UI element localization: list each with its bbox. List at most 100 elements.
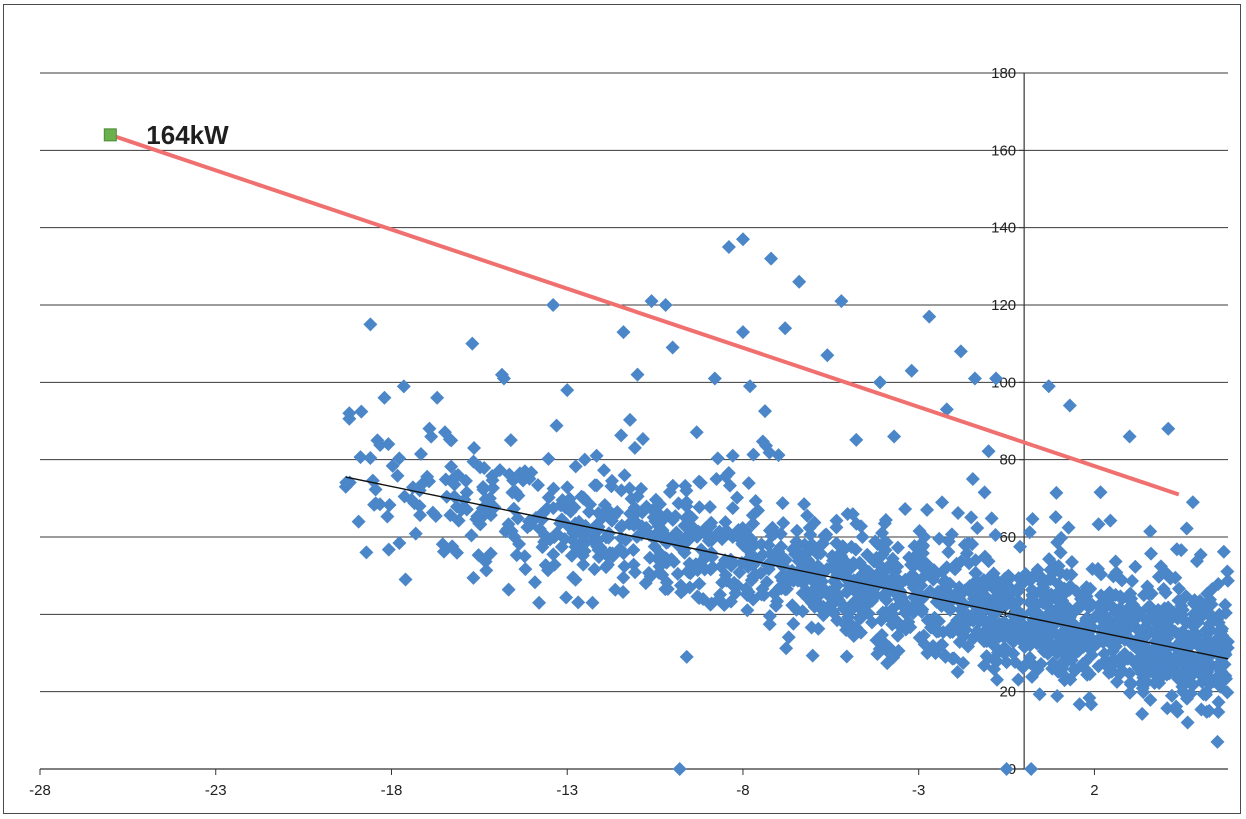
data-point [1084, 648, 1099, 663]
data-point [571, 595, 586, 610]
data-point [600, 557, 615, 572]
data-point [541, 451, 556, 466]
data-point [500, 522, 515, 537]
data-point [1216, 544, 1231, 559]
data-point [662, 484, 677, 499]
data-point [917, 637, 932, 652]
data-point [877, 570, 892, 585]
data-point [1017, 574, 1032, 589]
data-point [739, 581, 754, 596]
data-point [1175, 655, 1190, 670]
data-point [820, 348, 835, 363]
data-point [671, 496, 686, 511]
data-point [1024, 582, 1039, 597]
data-point [1203, 592, 1218, 607]
data-point [1174, 543, 1189, 558]
data-point [1155, 627, 1170, 642]
data-point [779, 641, 794, 656]
data-point [877, 516, 892, 531]
data-point [1155, 609, 1170, 624]
data-point [934, 598, 949, 613]
data-point [882, 640, 897, 655]
data-point [465, 336, 480, 351]
data-point [546, 547, 561, 562]
data-point [1017, 640, 1032, 655]
data-point [781, 630, 796, 645]
data-point [604, 479, 619, 494]
data-point [444, 459, 459, 474]
data-point [413, 508, 428, 523]
data-point [1094, 596, 1109, 611]
data-point [800, 508, 815, 523]
data-point [807, 590, 822, 605]
data-point [618, 533, 633, 548]
data-point [626, 543, 641, 558]
trend-line [345, 476, 1229, 660]
data-point [622, 481, 637, 496]
data-point [1081, 600, 1096, 615]
data-point [762, 445, 777, 460]
data-point [904, 363, 919, 378]
data-point [1135, 681, 1150, 696]
data-point [839, 649, 854, 664]
data-point [844, 539, 859, 554]
data-point [628, 565, 643, 580]
data-point [392, 535, 407, 550]
axes: -28-23-18-13-8-3202040608010012014016018… [29, 65, 1228, 799]
data-point [977, 485, 992, 500]
data-point [1183, 686, 1198, 701]
data-point [1079, 580, 1094, 595]
data-point [1147, 676, 1162, 691]
data-point [1167, 606, 1182, 621]
data-point [635, 431, 650, 446]
data-point [1128, 559, 1143, 574]
data-point [894, 594, 909, 609]
data-point [1185, 676, 1200, 691]
data-point [351, 514, 366, 529]
data-point [721, 465, 736, 480]
data-point [1040, 633, 1055, 648]
data-point [880, 656, 895, 671]
data-point [505, 485, 520, 500]
data-point [831, 588, 846, 603]
data-point [1113, 601, 1128, 616]
data-point [1079, 663, 1094, 678]
data-point [748, 493, 763, 508]
data-point [597, 497, 612, 512]
data-point [398, 572, 413, 587]
data-point [1122, 429, 1137, 444]
data-point [1043, 562, 1058, 577]
data-point [1109, 565, 1124, 580]
data-point [430, 390, 445, 405]
data-point [1220, 564, 1235, 579]
data-point [917, 529, 932, 544]
data-point [1161, 421, 1176, 436]
data-point [1217, 646, 1232, 661]
data-point [797, 497, 812, 512]
data-point [1025, 512, 1040, 527]
data-point [660, 535, 675, 550]
data-point [673, 578, 688, 593]
data-point [874, 613, 889, 628]
data-point [721, 240, 736, 254]
data-point [478, 492, 493, 507]
data-point [512, 537, 527, 552]
data-point [396, 379, 411, 394]
data-point [702, 500, 717, 515]
data-point [1028, 566, 1043, 581]
data-point [870, 537, 885, 552]
data-point [617, 468, 632, 483]
data-point [1064, 554, 1079, 569]
peak-label: 164kW [146, 120, 229, 150]
data-point [736, 538, 751, 553]
data-point [746, 447, 761, 462]
data-point [1049, 485, 1064, 500]
data-point [894, 620, 909, 635]
data-point [1090, 561, 1105, 576]
data-point [819, 527, 834, 542]
data-point [1091, 517, 1106, 532]
data-point [906, 580, 921, 595]
data-point [365, 473, 380, 488]
data-point [1109, 674, 1124, 689]
data-point [1133, 624, 1148, 639]
